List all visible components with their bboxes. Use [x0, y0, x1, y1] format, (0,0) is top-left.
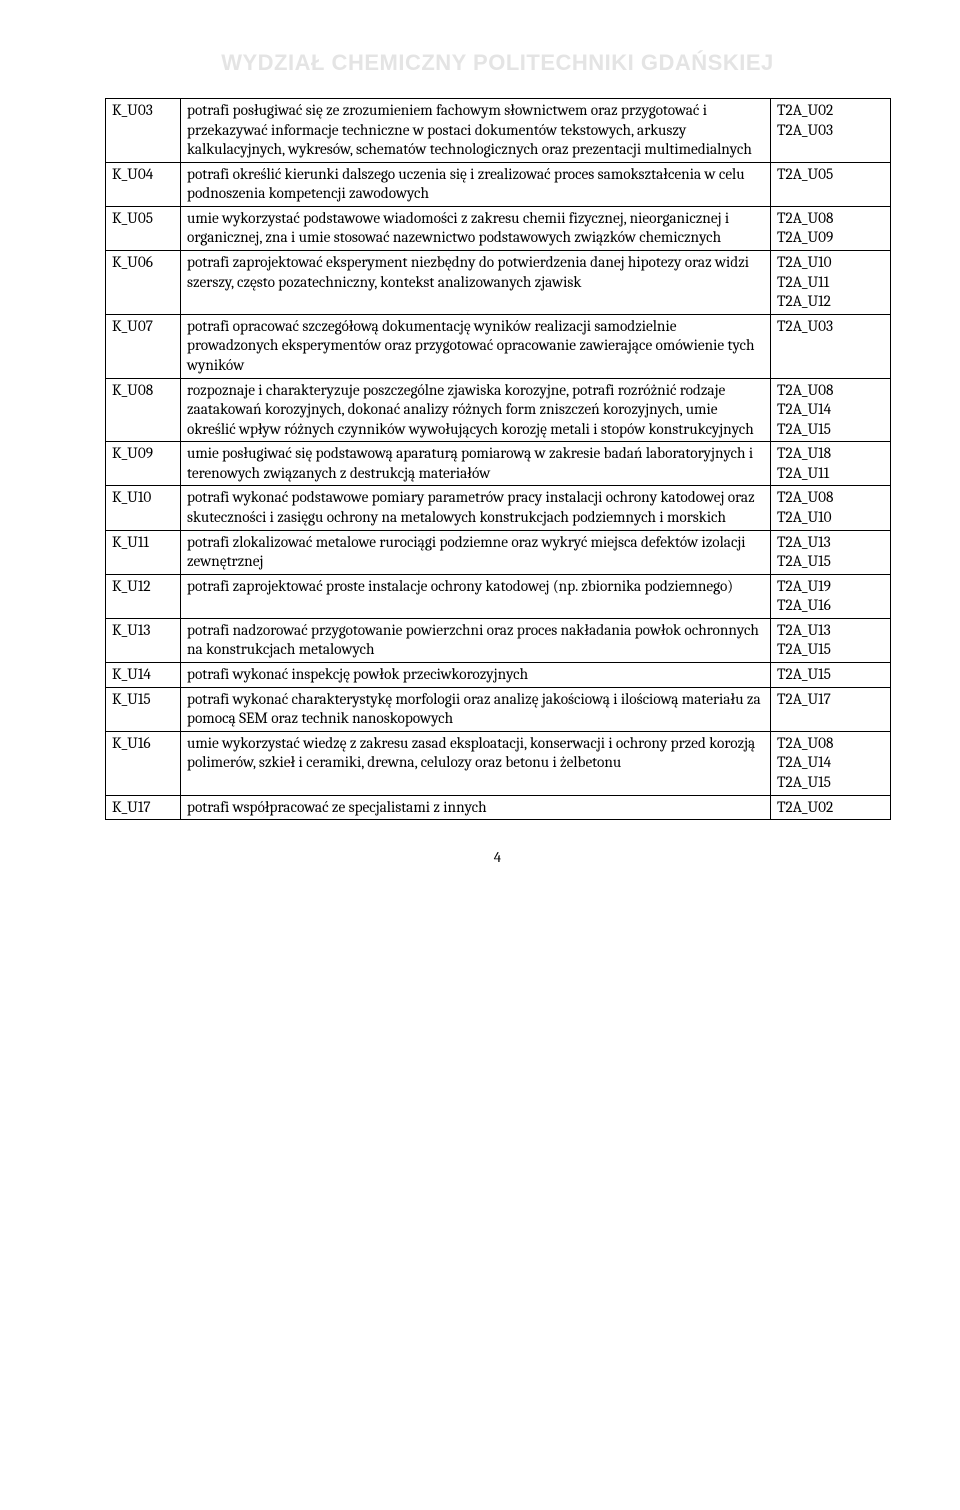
- table-row: K_U13potrafi nadzorować przygotowanie po…: [106, 618, 891, 662]
- outcome-reference: T2A_U02 T2A_U03: [771, 99, 891, 163]
- outcome-reference: T2A_U13 T2A_U15: [771, 530, 891, 574]
- outcome-description: potrafi określić kierunki dalszego uczen…: [181, 162, 771, 206]
- outcome-reference: T2A_U08 T2A_U10: [771, 486, 891, 530]
- outcome-code: K_U09: [106, 442, 181, 486]
- table-row: K_U17potrafi współpracować ze specjalist…: [106, 795, 891, 820]
- outcome-description: umie wykorzystać wiedzę z zakresu zasad …: [181, 731, 771, 795]
- outcome-code: K_U05: [106, 206, 181, 250]
- outcome-description: rozpoznaje i charakteryzuje poszczególne…: [181, 378, 771, 442]
- table-row: K_U10potrafi wykonać podstawowe pomiary …: [106, 486, 891, 530]
- outcome-description: potrafi zlokalizować metalowe rurociągi …: [181, 530, 771, 574]
- table-row: K_U16umie wykorzystać wiedzę z zakresu z…: [106, 731, 891, 795]
- outcome-description: potrafi zaprojektować eksperyment niezbę…: [181, 251, 771, 315]
- table-row: K_U12potrafi zaprojektować proste instal…: [106, 574, 891, 618]
- outcome-reference: T2A_U08 T2A_U09: [771, 206, 891, 250]
- table-row: K_U06potrafi zaprojektować eksperyment n…: [106, 251, 891, 315]
- outcome-description: potrafi nadzorować przygotowanie powierz…: [181, 618, 771, 662]
- outcome-code: K_U12: [106, 574, 181, 618]
- outcome-reference: T2A_U05: [771, 162, 891, 206]
- outcome-code: K_U08: [106, 378, 181, 442]
- page-container: WYDZIAŁ CHEMICZNY POLITECHNIKI GDAŃSKIEJ…: [0, 0, 960, 896]
- table-row: K_U05umie wykorzystać podstawowe wiadomo…: [106, 206, 891, 250]
- outcome-code: K_U06: [106, 251, 181, 315]
- outcome-code: K_U11: [106, 530, 181, 574]
- outcome-code: K_U04: [106, 162, 181, 206]
- outcome-reference: T2A_U19 T2A_U16: [771, 574, 891, 618]
- table-row: K_U03potrafi posługiwać się ze zrozumien…: [106, 99, 891, 163]
- table-row: K_U07potrafi opracować szczegółową dokum…: [106, 314, 891, 378]
- outcome-reference: T2A_U13 T2A_U15: [771, 618, 891, 662]
- outcome-description: potrafi wykonać inspekcję powłok przeciw…: [181, 663, 771, 688]
- outcome-reference: T2A_U03: [771, 314, 891, 378]
- table-row: K_U15potrafi wykonać charakterystykę mor…: [106, 687, 891, 731]
- outcome-reference: T2A_U18 T2A_U11: [771, 442, 891, 486]
- table-row: K_U11potrafi zlokalizować metalowe ruroc…: [106, 530, 891, 574]
- outcome-reference: T2A_U02: [771, 795, 891, 820]
- table-row: K_U14potrafi wykonać inspekcję powłok pr…: [106, 663, 891, 688]
- table-row: K_U08rozpoznaje i charakteryzuje poszcze…: [106, 378, 891, 442]
- header-watermark: WYDZIAŁ CHEMICZNY POLITECHNIKI GDAŃSKIEJ: [105, 50, 890, 76]
- outcome-code: K_U16: [106, 731, 181, 795]
- outcome-reference: T2A_U08 T2A_U14 T2A_U15: [771, 378, 891, 442]
- outcome-code: K_U15: [106, 687, 181, 731]
- outcome-code: K_U07: [106, 314, 181, 378]
- outcome-reference: T2A_U08 T2A_U14 T2A_U15: [771, 731, 891, 795]
- outcome-description: potrafi posługiwać się ze zrozumieniem f…: [181, 99, 771, 163]
- outcome-description: potrafi opracować szczegółową dokumentac…: [181, 314, 771, 378]
- outcome-description: potrafi wykonać charakterystykę morfolog…: [181, 687, 771, 731]
- outcome-description: umie wykorzystać podstawowe wiadomości z…: [181, 206, 771, 250]
- outcome-code: K_U10: [106, 486, 181, 530]
- outcome-description: potrafi zaprojektować proste instalacje …: [181, 574, 771, 618]
- outcome-reference: T2A_U10 T2A_U11 T2A_U12: [771, 251, 891, 315]
- page-number: 4: [105, 848, 890, 866]
- outcome-code: K_U13: [106, 618, 181, 662]
- outcomes-table: K_U03potrafi posługiwać się ze zrozumien…: [105, 98, 891, 820]
- outcome-code: K_U14: [106, 663, 181, 688]
- outcome-description: umie posługiwać się podstawową aparaturą…: [181, 442, 771, 486]
- outcome-code: K_U17: [106, 795, 181, 820]
- outcome-reference: T2A_U15: [771, 663, 891, 688]
- outcome-code: K_U03: [106, 99, 181, 163]
- outcome-description: potrafi współpracować ze specjalistami z…: [181, 795, 771, 820]
- table-row: K_U09umie posługiwać się podstawową apar…: [106, 442, 891, 486]
- table-row: K_U04potrafi określić kierunki dalszego …: [106, 162, 891, 206]
- outcome-description: potrafi wykonać podstawowe pomiary param…: [181, 486, 771, 530]
- outcome-reference: T2A_U17: [771, 687, 891, 731]
